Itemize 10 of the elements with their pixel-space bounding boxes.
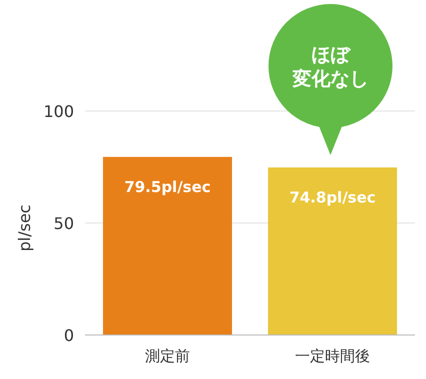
data-label: 79.5pl/sec xyxy=(124,178,211,196)
y-tick-label: 0 xyxy=(64,326,74,345)
x-tick-label: 測定前 xyxy=(145,347,190,365)
data-label: 74.8pl/sec xyxy=(289,188,376,206)
x-tick-label: 一定時間後 xyxy=(295,347,370,365)
y-tick-label: 100 xyxy=(43,102,74,121)
text: 変化なし xyxy=(292,68,368,90)
y-axis-title: pl/sec xyxy=(15,204,34,252)
y-tick-label: 50 xyxy=(54,214,74,233)
text: ほぼ xyxy=(312,44,352,66)
